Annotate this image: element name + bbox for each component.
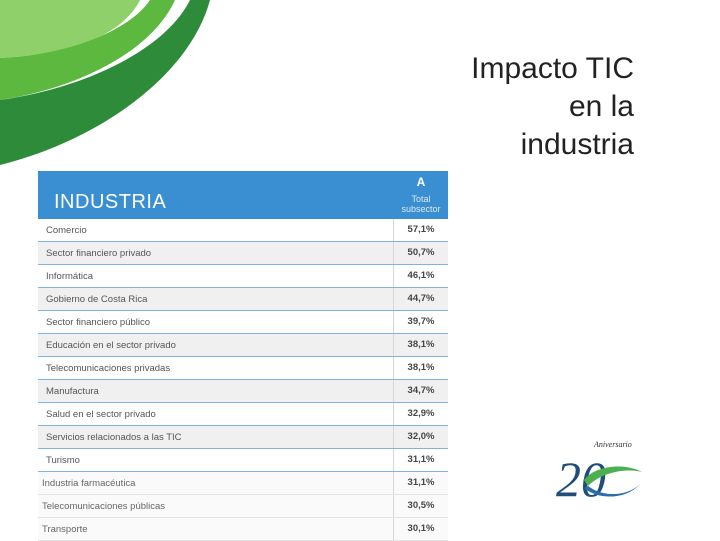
industry-table: INDUSTRIA A Total subsector Comercio 57,1… [38,171,448,541]
row-label: Servicios relacionados a las TIC [46,432,182,443]
anniversary-logo: Aniversario 20 [556,440,642,506]
logo-swoosh-green [584,466,642,486]
title-line-3: industria [520,128,634,161]
row-label: Salud en el sector privado [46,409,156,420]
logo-number: 20 [556,451,606,506]
row-value: 32,0% [393,426,448,448]
row-label: Telecomunicaciones privadas [46,363,171,374]
row-value: 44,7% [393,288,448,310]
table-row: Educación en el sector privado 38,1% [38,334,448,357]
row-value: 30,1% [393,518,448,540]
row-label: Telecomunicaciones públicas [42,501,166,512]
table-row: Turismo 31,1% [38,449,448,472]
row-value: 46,1% [393,265,448,287]
row-value: 50,7% [393,242,448,264]
title-line-1: Impacto TIC [471,52,634,85]
row-value: 39,7% [393,311,448,333]
table-header: INDUSTRIA A Total subsector [38,171,448,219]
column-header-a: A Total subsector [394,175,448,214]
table-row: Sector financiero privado 50,7% [38,242,448,265]
table-row: Comercio 57,1% [38,219,448,242]
column-subtitle-1: Total [411,194,431,204]
row-label: Informática [46,271,93,282]
table-row: Industria farmacéutica 31,1% [38,472,448,495]
table-row: Gobierno de Costa Rica 44,7% [38,288,448,311]
row-label: Sector financiero privado [46,248,152,259]
row-value: 38,1% [393,357,448,379]
row-label: Gobierno de Costa Rica [46,294,148,305]
row-label: Manufactura [46,386,99,397]
table-row: Telecomunicaciones privadas 38,1% [38,357,448,380]
slide-title: Impacto TIC en la industria [471,50,634,164]
row-label: Comercio [46,225,87,236]
row-value: 34,7% [393,380,448,402]
table-row: Transporte 30,1% [38,518,448,541]
table-row: Servicios relacionados a las TIC 32,0% [38,426,448,449]
table-row: Telecomunicaciones públicas 30,5% [38,495,448,518]
logo-swoosh-blue [584,484,640,497]
row-label: Transporte [42,524,88,535]
row-label: Turismo [46,455,80,466]
table-row: Salud en el sector privado 32,9% [38,403,448,426]
row-value: 30,5% [393,495,448,517]
column-subtitle-2: subsector [401,204,441,214]
logo-word: Aniversario [593,440,632,449]
title-line-2: en la [568,90,634,123]
row-value: 32,9% [393,403,448,425]
table-row: Informática 46,1% [38,265,448,288]
row-value: 31,1% [393,449,448,471]
green-swoosh-decoration [0,0,210,165]
row-value: 38,1% [393,334,448,356]
row-label: Sector financiero público [46,317,151,328]
row-label: Industria farmacéutica [42,478,136,489]
row-label: Educación en el sector privado [46,340,176,351]
table-row: Manufactura 34,7% [38,380,448,403]
row-value: 57,1% [393,219,448,241]
row-value: 31,1% [393,472,448,494]
table-row: Sector financiero público 39,7% [38,311,448,334]
table-body: Comercio 57,1% Sector financiero privado 5… [38,219,448,541]
table-header-label: INDUSTRIA [54,191,167,213]
column-letter: A [416,175,426,189]
